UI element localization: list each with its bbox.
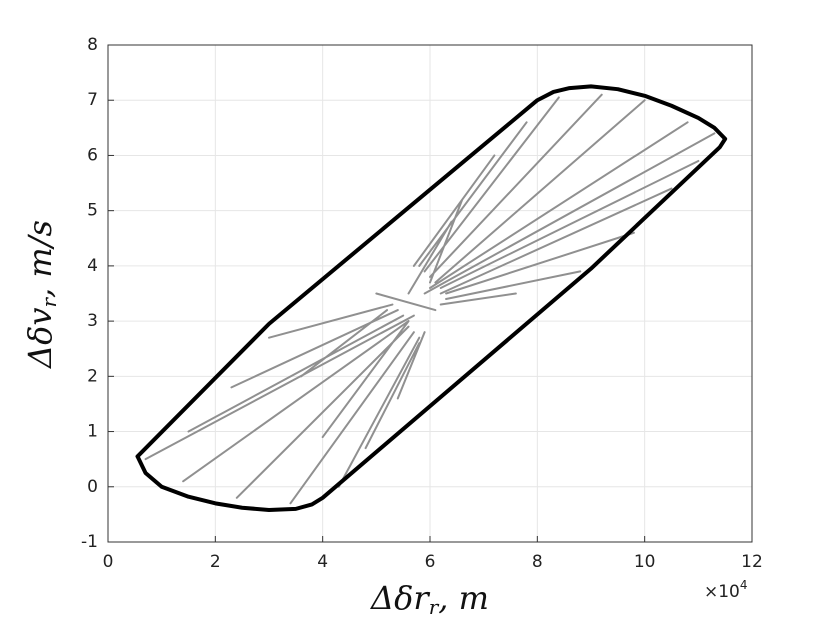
y-tick-label: 3 [87, 311, 98, 331]
x-tick-label: 6 [425, 552, 436, 572]
y-tick-label: 0 [87, 477, 98, 497]
y-tick-label: 2 [87, 366, 98, 386]
y-tick-label: -1 [81, 532, 98, 552]
y-tick-label: 4 [87, 256, 98, 276]
x-tick-label: 12 [741, 552, 763, 572]
series-line [144, 93, 716, 505]
y-axis-label: Δδvr, m/s [21, 220, 61, 370]
x-tick-label: 2 [210, 552, 221, 572]
x-multiplier: ×104 [704, 578, 748, 603]
y-tick-label: 7 [87, 90, 98, 110]
plot-frame [107, 44, 753, 543]
series-line [135, 84, 728, 512]
x-tick-label: 8 [532, 552, 543, 572]
x-tick-label: 0 [103, 552, 114, 572]
y-tick-label: 1 [87, 422, 98, 442]
x-tick-label: 10 [634, 552, 656, 572]
y-tick-label: 6 [87, 145, 98, 165]
x-tick-label: 4 [317, 552, 328, 572]
y-tick-label: 5 [87, 201, 98, 221]
x-axis-label: Δδrr, m [369, 579, 489, 619]
y-tick-label: 8 [87, 35, 98, 55]
